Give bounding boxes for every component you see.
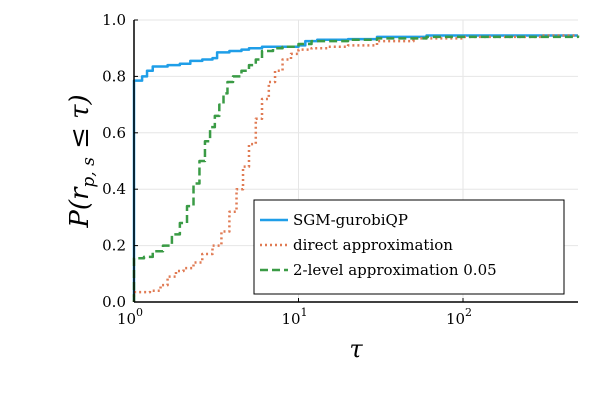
y-axis-label-var: r xyxy=(65,186,95,200)
grid xyxy=(133,19,578,303)
x-tick-label-1: 101 xyxy=(281,306,307,328)
legend-label-1: direct approximation xyxy=(293,236,453,254)
y-axis-label-sub: p, s xyxy=(79,157,99,188)
x-tick-label-2: 102 xyxy=(446,306,472,328)
y-tick-label-2: 0.4 xyxy=(102,180,126,198)
x-axis-label: τ xyxy=(349,335,363,363)
y-axis-label-lead: P( xyxy=(65,199,95,228)
y-tick-label-0: 0.0 xyxy=(102,293,126,311)
legend-label-0: SGM-gurobiQP xyxy=(293,211,408,229)
y-axis-label: P(rp, s ≤ τ) xyxy=(65,94,99,228)
y-tick-label-5: 1.0 xyxy=(102,11,126,29)
y-axis-label-tail: ≤ τ) xyxy=(65,94,95,157)
x-tick-label-0: 100 xyxy=(117,306,143,328)
y-tick-label-3: 0.6 xyxy=(102,124,126,142)
y-tick-label-4: 0.8 xyxy=(102,67,126,85)
legend-box xyxy=(253,199,565,295)
series-line-1 xyxy=(132,34,578,302)
legend-label-2: 2-level approximation 0.05 xyxy=(293,261,497,279)
ticks: 0.0 0.2 0.4 0.6 0.8 1.0 100 101 102 xyxy=(102,11,472,328)
series-layer xyxy=(132,34,580,302)
legend: SGM-gurobiQP direct approximation 2-level … xyxy=(253,199,565,295)
series-line-2 xyxy=(132,35,580,302)
series-line-0 xyxy=(132,34,578,302)
axes xyxy=(133,20,578,303)
y-tick-label-1: 0.2 xyxy=(102,237,126,255)
